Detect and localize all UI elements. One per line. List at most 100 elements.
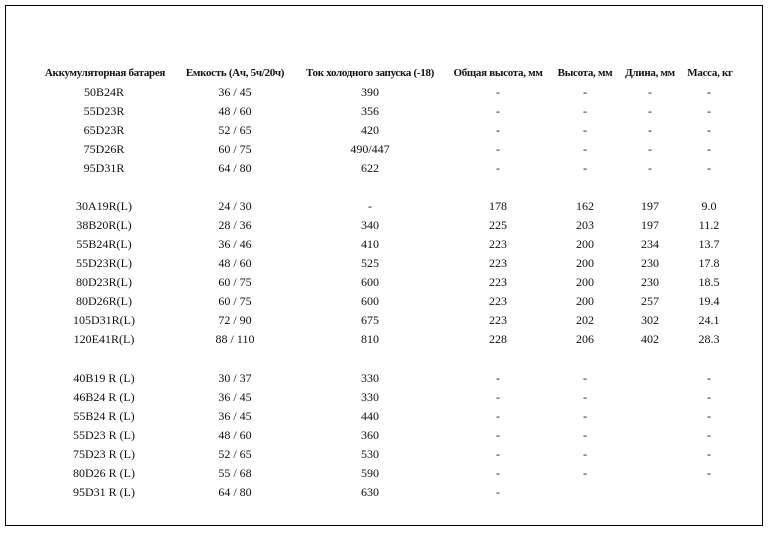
cell-length: - — [648, 85, 652, 99]
cell-cold-cranking: 330 — [361, 371, 379, 385]
cell-battery: 65D23R — [83, 123, 125, 137]
cell-capacity: 64 / 80 — [218, 161, 252, 175]
cell-total-height: - — [496, 390, 500, 404]
cell-cold-cranking: 356 — [361, 104, 379, 118]
cell-cold-cranking: 490/447 — [350, 142, 390, 156]
cell-capacity: 24 / 30 — [218, 199, 252, 213]
cell-battery: 55B24 R (L) — [73, 409, 135, 423]
cell-height: - — [583, 123, 587, 137]
cell-battery: 105D31R(L) — [73, 313, 135, 327]
cell-height: 203 — [576, 218, 594, 232]
cell-total-height: 228 — [489, 332, 507, 346]
cell-length: - — [648, 104, 652, 118]
header-battery: Аккумуляторная батарея — [44, 67, 166, 79]
cell-length: 234 — [641, 237, 659, 251]
cell-mass: - — [707, 390, 711, 404]
cell-total-height: - — [496, 447, 500, 461]
cell-cold-cranking: 390 — [361, 85, 379, 99]
cell-mass: 11.2 — [698, 218, 720, 232]
cell-battery: 80D26 R (L) — [73, 466, 135, 480]
cell-total-height: - — [496, 409, 500, 423]
cell-mass: - — [707, 409, 711, 423]
cell-capacity: 52 / 65 — [218, 123, 252, 137]
cell-height: - — [583, 85, 587, 99]
cell-total-height: 223 — [489, 256, 507, 270]
cell-battery: 55D23R(L) — [76, 256, 132, 270]
cell-height: - — [583, 409, 587, 423]
header-mass: Масса, кг — [687, 67, 733, 79]
cell-battery: 55D23 R (L) — [73, 428, 135, 442]
cell-battery: 75D23 R (L) — [73, 447, 135, 461]
cell-cold-cranking: 600 — [361, 294, 379, 308]
cell-cold-cranking: 590 — [361, 466, 379, 480]
cell-battery: 38B20R(L) — [76, 218, 132, 232]
cell-battery: 55B24R(L) — [76, 237, 132, 251]
cell-cold-cranking: - — [368, 199, 372, 213]
cell-capacity: 30 / 37 — [218, 371, 252, 385]
cell-length: 197 — [641, 199, 659, 213]
cell-battery: 46B24 R (L) — [73, 390, 135, 404]
cell-cold-cranking: 675 — [361, 313, 379, 327]
cell-mass: - — [707, 104, 711, 118]
cell-cold-cranking: 340 — [361, 218, 379, 232]
cell-capacity: 48 / 60 — [218, 104, 252, 118]
cell-total-height: - — [496, 161, 500, 175]
cell-capacity: 52 / 65 — [218, 447, 252, 461]
cell-cold-cranking: 600 — [361, 275, 379, 289]
cell-mass: - — [707, 428, 711, 442]
cell-battery: 120E41R(L) — [73, 332, 135, 346]
cell-height: 200 — [576, 294, 594, 308]
cell-total-height: 223 — [489, 275, 507, 289]
cell-mass: - — [707, 85, 711, 99]
header-total-height: Общая высота, мм — [453, 67, 543, 79]
cell-cold-cranking: 330 — [361, 390, 379, 404]
document-frame — [5, 5, 763, 526]
cell-height: - — [583, 142, 587, 156]
cell-cold-cranking: 360 — [361, 428, 379, 442]
cell-battery: 95D31R — [83, 161, 125, 175]
cell-mass: 17.8 — [698, 256, 720, 270]
cell-capacity: 36 / 46 — [218, 237, 252, 251]
cell-capacity: 36 / 45 — [218, 85, 252, 99]
cell-cold-cranking: 622 — [361, 161, 379, 175]
cell-mass: - — [707, 123, 711, 137]
cell-total-height: - — [496, 104, 500, 118]
cell-length: - — [648, 142, 652, 156]
cell-capacity: 55 / 68 — [218, 466, 252, 480]
cell-total-height: 223 — [489, 237, 507, 251]
cell-mass: 18.5 — [698, 275, 720, 289]
cell-total-height: 178 — [489, 199, 507, 213]
cell-total-height: - — [496, 371, 500, 385]
cell-length: 257 — [641, 294, 659, 308]
cell-battery: 80D23R(L) — [76, 275, 132, 289]
cell-total-height: - — [496, 123, 500, 137]
cell-battery: 95D31 R (L) — [73, 485, 135, 499]
cell-mass: - — [707, 447, 711, 461]
cell-total-height: 223 — [489, 294, 507, 308]
cell-cold-cranking: 530 — [361, 447, 379, 461]
cell-capacity: 88 / 110 — [215, 332, 255, 346]
cell-length: 302 — [641, 313, 659, 327]
cell-mass: 19.4 — [698, 294, 720, 308]
cell-total-height: - — [496, 85, 500, 99]
cell-total-height: 225 — [489, 218, 507, 232]
cell-mass: 13.7 — [698, 237, 720, 251]
cell-cold-cranking: 420 — [361, 123, 379, 137]
cell-total-height: - — [496, 485, 500, 499]
cell-height: 200 — [576, 237, 594, 251]
cell-total-height: - — [496, 428, 500, 442]
header-capacity: Емкость (Ач, 5ч/20ч) — [185, 67, 285, 79]
cell-total-height: 223 — [489, 313, 507, 327]
cell-height: 202 — [576, 313, 594, 327]
cell-battery: 50B24R — [83, 85, 125, 99]
cell-total-height: - — [496, 142, 500, 156]
cell-capacity: 36 / 45 — [218, 390, 252, 404]
cell-height: - — [583, 104, 587, 118]
cell-mass: 24.1 — [698, 313, 720, 327]
cell-cold-cranking: 810 — [361, 332, 379, 346]
cell-battery: 75D26R — [83, 142, 125, 156]
cell-height: - — [583, 466, 587, 480]
cell-height: - — [583, 371, 587, 385]
cell-battery: 55D23R — [83, 104, 125, 118]
cell-capacity: 48 / 60 — [218, 256, 252, 270]
